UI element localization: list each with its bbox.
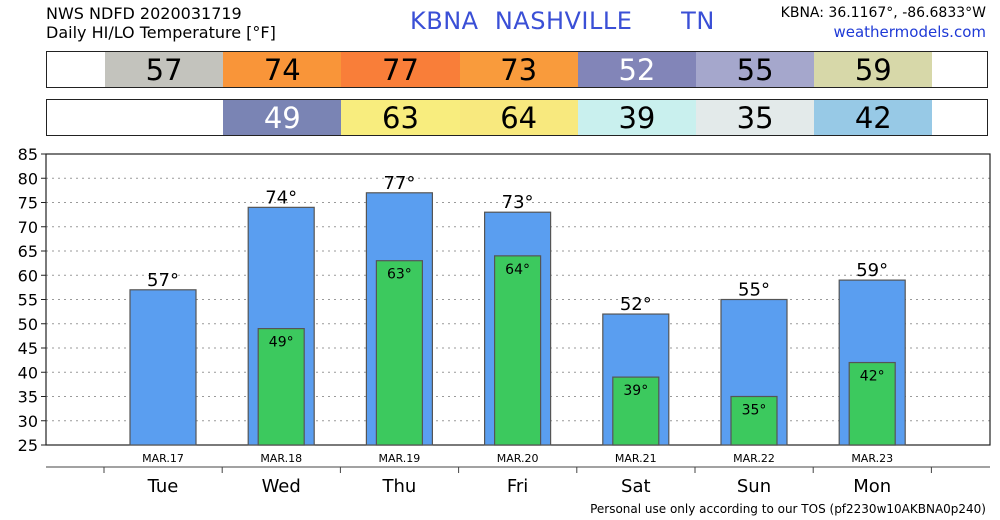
low-bar (494, 255, 542, 446)
product-subtitle: Daily HI/LO Temperature [°F] (46, 23, 276, 42)
low-bar (730, 395, 778, 446)
y-tick-label: 85 (18, 145, 38, 164)
station-title: KBNA NASHVILLE TN (410, 7, 715, 35)
y-tick-label: 55 (18, 291, 38, 310)
y-tick-label: 50 (18, 315, 38, 334)
day-label: Thu (381, 476, 416, 497)
date-label: MAR.18 (260, 452, 302, 465)
high-temp-row: 57 74 77 73 52 55 59 (46, 51, 988, 88)
hi-cell: 55 (696, 52, 815, 87)
high-bar-label: 59° (856, 260, 888, 281)
date-label: MAR.19 (379, 452, 421, 465)
date-label: MAR.20 (497, 452, 539, 465)
low-bar-label: 64° (505, 262, 530, 278)
site-link[interactable]: weathermodels.com (833, 23, 986, 41)
hi-cell: 59 (814, 52, 933, 87)
lo-cell (105, 100, 224, 135)
lo-cell: 63 (341, 100, 460, 135)
high-bar-label: 55° (738, 280, 770, 301)
hi-cell: 74 (223, 52, 342, 87)
y-tick-label: 65 (18, 242, 38, 261)
day-label: Sun (737, 476, 771, 497)
date-label: MAR.22 (733, 452, 775, 465)
y-tick-label: 40 (18, 363, 38, 382)
day-label: Sat (621, 476, 651, 497)
product-title: NWS NDFD 2020031719 (46, 4, 242, 23)
hi-cell: 73 (459, 52, 578, 87)
low-bar (612, 376, 660, 446)
hi-cell: 52 (577, 52, 696, 87)
y-tick-label: 70 (18, 218, 38, 237)
y-tick-label: 25 (18, 436, 38, 455)
high-bar (129, 289, 197, 446)
low-temp-row: 49 63 64 39 35 42 (46, 99, 988, 136)
lo-cell: 49 (223, 100, 342, 135)
footer-note: Personal use only according to our TOS (… (590, 502, 986, 516)
hi-cell: 57 (105, 52, 224, 87)
y-tick-label: 45 (18, 339, 38, 358)
date-label: MAR.23 (851, 452, 893, 465)
y-tick-label: 60 (18, 266, 38, 285)
low-bar-label: 42° (860, 369, 885, 385)
temperature-chart: 25 30 35 40 45 50 55 60 65 70 75 80 85 57° MAR.17 Tue 74… (18, 145, 991, 497)
low-bar (257, 328, 305, 446)
low-bar-label: 49° (269, 335, 294, 351)
hi-cell: 77 (341, 52, 460, 87)
day-label: Mon (853, 476, 891, 497)
high-bar-label: 73° (502, 192, 534, 213)
y-tick-label: 35 (18, 388, 38, 407)
y-tick-label: 75 (18, 194, 38, 213)
low-bar (375, 260, 423, 446)
high-bar-label: 77° (383, 173, 415, 194)
high-bar-label: 52° (620, 294, 652, 315)
high-bar-label: 57° (147, 270, 179, 291)
lo-cell: 39 (577, 100, 696, 135)
low-bar-label: 63° (387, 267, 412, 283)
low-bar-label: 35° (742, 403, 767, 419)
station-info: KBNA: 36.1167°, -86.6833°W weathermodels… (781, 4, 986, 42)
lo-cell: 35 (696, 100, 815, 135)
high-bar-label: 74° (265, 187, 297, 208)
y-tick-label: 80 (18, 169, 38, 188)
y-tick-label: 30 (18, 412, 38, 431)
date-label: MAR.17 (142, 452, 184, 465)
day-label: Fri (507, 476, 528, 497)
lo-cell: 64 (459, 100, 578, 135)
low-bar (848, 361, 896, 446)
date-label: MAR.21 (615, 452, 657, 465)
day-label: Tue (147, 476, 179, 497)
low-bar-label: 39° (623, 383, 648, 399)
day-label: Wed (262, 476, 301, 497)
lo-cell: 42 (814, 100, 933, 135)
station-coords: KBNA: 36.1167°, -86.6833°W (780, 5, 986, 21)
product-header: NWS NDFD 2020031719 Daily HI/LO Temperat… (46, 4, 276, 42)
